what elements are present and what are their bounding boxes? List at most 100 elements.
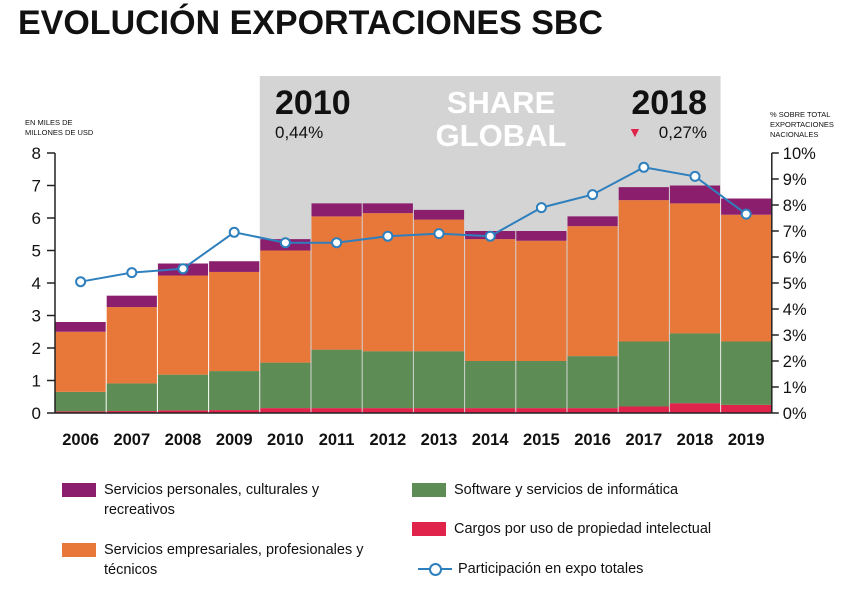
bar-segment-2006-0 — [55, 411, 106, 413]
highlight-end-value: 0,27% — [659, 123, 707, 142]
right-tick-label-8: 8% — [783, 197, 807, 215]
bar-segment-2014-2 — [465, 239, 516, 361]
share-point-2007 — [126, 267, 138, 279]
x-tick-label-2019: 2019 — [728, 431, 765, 449]
highlight-label-line-2: GLOBAL — [436, 118, 567, 153]
share-point-2009 — [228, 226, 240, 238]
x-tick-label-2006: 2006 — [62, 431, 99, 449]
x-tick-label-2008: 2008 — [165, 431, 202, 449]
x-tick-label-2013: 2013 — [421, 431, 458, 449]
share-point-2006 — [75, 276, 87, 288]
share-point-2012 — [382, 230, 394, 242]
share-line-layer — [75, 161, 752, 288]
share-point-2017 — [638, 161, 650, 173]
share-point-2016 — [587, 189, 599, 201]
share-point-2011 — [331, 237, 343, 249]
bar-segment-2009-3 — [209, 261, 260, 272]
bars-layer — [55, 185, 772, 413]
x-tick-label-2009: 2009 — [216, 431, 253, 449]
left-tick-label-7: 7 — [32, 177, 41, 196]
bar-segment-2018-0 — [669, 403, 721, 413]
right-tick-label-0: 0% — [783, 405, 807, 423]
bar-segment-2016-3 — [567, 216, 618, 227]
x-tick-label-2015: 2015 — [523, 431, 560, 449]
bar-segment-2019-1 — [721, 341, 772, 405]
bar-segment-2017-1 — [618, 341, 669, 407]
bar-segment-2006-1 — [55, 391, 106, 412]
axes-layer: 0 1 2 3 4 5 6 7 8 0% 1% 2% 3% 4% 5% 6% 7% 8% 9% 10% 2006 2007… — [32, 144, 817, 449]
right-tick-label-6: 6% — [783, 249, 807, 267]
right-axis-label-line-1: % SOBRE TOTAL — [770, 110, 830, 119]
bar-segment-2006-3 — [55, 322, 106, 332]
bar-segment-2016-2 — [567, 226, 618, 357]
x-tick-label-2014: 2014 — [472, 431, 510, 449]
highlight-start-value: 0,44% — [275, 123, 323, 142]
bar-segment-2011-3 — [311, 203, 362, 217]
highlight-label-line-1: SHARE — [447, 85, 556, 120]
right-tick-label-1: 1% — [783, 379, 807, 397]
bar-segment-2014-0 — [465, 408, 516, 413]
bar-segment-2012-0 — [362, 408, 413, 413]
right-tick-label-9: 9% — [783, 171, 807, 189]
share-point-2008 — [177, 263, 189, 275]
left-axis-label-line-1: EN MILES DE — [25, 118, 73, 127]
x-tick-label-2017: 2017 — [625, 431, 662, 449]
highlight-start-year: 2010 — [275, 84, 351, 122]
share-point-2019 — [740, 208, 752, 220]
left-tick-label-8: 8 — [32, 144, 41, 163]
bar-segment-2019-2 — [721, 214, 772, 342]
bar-segment-2007-1 — [106, 383, 157, 412]
share-point-2010 — [279, 237, 291, 249]
bar-segment-2018-1 — [669, 333, 721, 404]
left-axis-label-line-2: MILLONES DE USD — [25, 128, 94, 137]
bar-segment-2013-3 — [413, 209, 465, 220]
bar-segment-2011-2 — [311, 216, 362, 350]
right-axis-label-line-3: NACIONALES — [770, 130, 818, 139]
left-tick-label-4: 4 — [32, 274, 41, 293]
bar-segment-2015-1 — [516, 361, 567, 409]
share-line — [80, 166, 747, 283]
x-tick-label-2007: 2007 — [113, 431, 150, 449]
bar-segment-2008-2 — [157, 275, 209, 375]
bar-segment-2010-0 — [260, 408, 311, 413]
bar-segment-2017-3 — [618, 187, 669, 201]
bar-segment-2008-0 — [157, 410, 209, 413]
right-tick-label-7: 7% — [783, 223, 807, 241]
x-tick-label-2016: 2016 — [574, 431, 611, 449]
bar-segment-2017-2 — [618, 200, 669, 342]
highlight-end-year: 2018 — [631, 84, 707, 122]
bar-segment-2013-1 — [413, 351, 465, 409]
right-tick-label-2: 2% — [783, 353, 807, 371]
share-point-2014 — [484, 230, 496, 242]
bar-segment-2013-0 — [413, 408, 465, 413]
x-tick-label-2012: 2012 — [369, 431, 406, 449]
bar-segment-2007-3 — [106, 295, 157, 308]
bar-segment-2006-2 — [55, 331, 106, 392]
left-tick-label-2: 2 — [32, 339, 41, 358]
bar-segment-2010-2 — [260, 250, 311, 363]
bar-segment-2007-2 — [106, 307, 157, 384]
left-tick-label-5: 5 — [32, 242, 41, 261]
bar-segment-2008-1 — [157, 374, 209, 411]
bar-segment-2012-1 — [362, 351, 413, 409]
bar-segment-2009-2 — [209, 271, 260, 372]
bar-segment-2016-0 — [567, 408, 618, 413]
bar-segment-2018-3 — [669, 185, 721, 204]
bar-segment-2012-3 — [362, 203, 413, 214]
bar-segment-2019-0 — [721, 404, 772, 413]
left-tick-label-3: 3 — [32, 307, 41, 326]
bar-segment-2009-0 — [209, 410, 260, 413]
right-axis-label-line-2: EXPORTACIONES — [770, 120, 834, 129]
bar-segment-2016-1 — [567, 356, 618, 409]
share-point-2018 — [689, 170, 701, 182]
bar-segment-2015-3 — [516, 231, 567, 241]
right-tick-label-3: 3% — [783, 327, 807, 345]
bar-segment-2017-0 — [618, 406, 669, 413]
share-point-2013 — [433, 228, 445, 240]
bar-segment-2007-0 — [106, 411, 157, 413]
chart-title: EVOLUCIÓN EXPORTACIONES SBC — [18, 4, 603, 42]
x-tick-label-2011: 2011 — [319, 431, 355, 449]
right-tick-label-5: 5% — [783, 275, 807, 293]
